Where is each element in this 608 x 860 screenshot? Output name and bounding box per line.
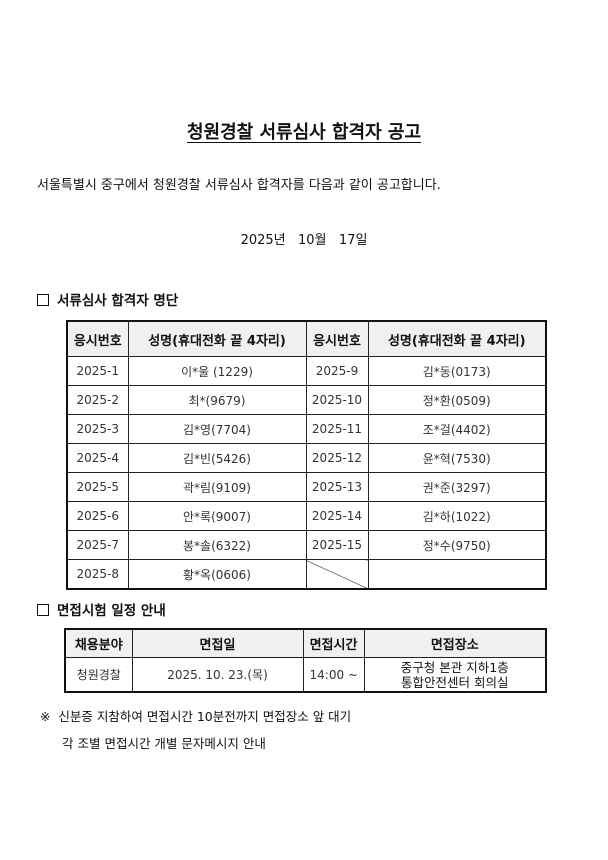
applicant-name-cell: 김*하(1022) — [367, 501, 547, 531]
table-row: 2025-5 곽*림(9109) 2025-13 권*준(3297) — [66, 472, 547, 502]
intro-text: 서울특별시 중구에서 청원경찰 서류심사 합격자를 다음과 같이 공고합니다. — [37, 178, 441, 193]
section-heading-applicants: 서류심사 합격자 명단 — [37, 289, 178, 309]
table-header-row: 응시번호 성명(휴대전화 끝 4자리) 응시번호 성명(휴대전화 끝 4자리) — [66, 320, 547, 357]
note-line: ※ 신분증 지참하여 면접시간 10분전까지 면접장소 앞 대기 — [40, 709, 352, 724]
table-row: 2025-2 최*(9679) 2025-10 정*환(0509) — [66, 385, 547, 415]
column-header: 채용분야 — [64, 628, 133, 658]
applicant-name-cell: 이*울 (1229) — [127, 356, 307, 386]
applicant-name-cell: 조*걸(4402) — [367, 414, 547, 444]
column-header: 응시번호 — [305, 320, 369, 357]
column-header: 면접일 — [131, 628, 304, 658]
applicant-name-cell: 봉*솔(6322) — [127, 530, 307, 560]
applicant-number-cell: 2025-4 — [66, 443, 129, 473]
applicant-name-cell: 정*수(9750) — [367, 530, 547, 560]
applicant-name-cell: 황*옥(0606) — [127, 559, 307, 590]
applicants-table: 응시번호 성명(휴대전화 끝 4자리) 응시번호 성명(휴대전화 끝 4자리) … — [66, 320, 547, 590]
table-header-row: 채용분야 면접일 면접시간 면접장소 — [64, 628, 547, 658]
field-cell: 청원경찰 — [64, 657, 133, 693]
table-row: 2025-8 황*옥(0606) — [66, 559, 547, 590]
column-header: 면접시간 — [302, 628, 365, 658]
applicant-number-cell: 2025-12 — [305, 443, 369, 473]
time-cell: 14:00 ~ — [302, 657, 365, 693]
applicant-number-cell: 2025-3 — [66, 414, 129, 444]
page-title: 청원경찰 서류심사 합격자 공고 — [186, 122, 422, 143]
checkbox-square-icon — [37, 294, 49, 306]
applicant-name-cell: 권*준(3297) — [367, 472, 547, 502]
applicant-number-cell: 2025-15 — [305, 530, 369, 560]
date-cell: 2025. 10. 23.(목) — [131, 657, 304, 693]
table-row: 2025-1 이*울 (1229) 2025-9 김*동(0173) — [66, 356, 547, 386]
table-row: 2025-6 안*록(9007) 2025-14 김*하(1022) — [66, 501, 547, 531]
section-heading-interview: 면접시험 일정 안내 — [37, 599, 166, 619]
applicant-number-cell: 2025-9 — [305, 356, 369, 386]
applicant-number-cell: 2025-6 — [66, 501, 129, 531]
column-header: 성명(휴대전화 끝 4자리) — [367, 320, 547, 357]
note-line: 각 조별 면접시간 개별 문자메시지 안내 — [62, 736, 266, 751]
applicant-number-cell: 2025-2 — [66, 385, 129, 415]
interview-schedule-table: 채용분야 면접일 면접시간 면접장소 청원경찰 2025. 10. 23.(목)… — [64, 628, 547, 693]
applicant-name-cell: 윤*혁(7530) — [367, 443, 547, 473]
applicant-number-cell: 2025-5 — [66, 472, 129, 502]
column-header: 성명(휴대전화 끝 4자리) — [127, 320, 307, 357]
applicant-number-cell: 2025-14 — [305, 501, 369, 531]
applicant-name-cell: 김*영(7704) — [127, 414, 307, 444]
applicant-number-cell: 2025-7 — [66, 530, 129, 560]
place-cell: 중구청 본관 지하1층 통합안전센터 회의실 — [363, 657, 547, 693]
applicant-number-cell: 2025-1 — [66, 356, 129, 386]
applicant-name-cell: 안*록(9007) — [127, 501, 307, 531]
table-row: 2025-3 김*영(7704) 2025-11 조*걸(4402) — [66, 414, 547, 444]
applicant-number-cell — [305, 559, 369, 590]
table-row: 청원경찰 2025. 10. 23.(목) 14:00 ~ 중구청 본관 지하1… — [64, 657, 547, 693]
place-line: 중구청 본관 지하1층 — [400, 659, 509, 675]
applicant-name-cell: 곽*림(9109) — [127, 472, 307, 502]
table-row: 2025-4 김*빈(5426) 2025-12 윤*혁(7530) — [66, 443, 547, 473]
table-row: 2025-7 봉*솔(6322) 2025-15 정*수(9750) — [66, 530, 547, 560]
applicant-name-cell: 최*(9679) — [127, 385, 307, 415]
applicant-number-cell: 2025-8 — [66, 559, 129, 590]
column-header: 응시번호 — [66, 320, 129, 357]
checkbox-square-icon — [37, 604, 49, 616]
applicant-name-cell: 김*빈(5426) — [127, 443, 307, 473]
applicant-number-cell: 2025-13 — [305, 472, 369, 502]
section-title: 서류심사 합격자 명단 — [57, 293, 179, 309]
applicant-name-cell: 정*환(0509) — [367, 385, 547, 415]
applicant-number-cell: 2025-10 — [305, 385, 369, 415]
column-header: 면접장소 — [363, 628, 547, 658]
applicant-name-cell — [367, 559, 547, 590]
section-title: 면접시험 일정 안내 — [57, 603, 166, 619]
applicant-name-cell: 김*동(0173) — [367, 356, 547, 386]
applicant-number-cell: 2025-11 — [305, 414, 369, 444]
place-line: 통합안전센터 회의실 — [401, 674, 509, 690]
announcement-date: 2025년 10월 17일 — [240, 233, 368, 248]
